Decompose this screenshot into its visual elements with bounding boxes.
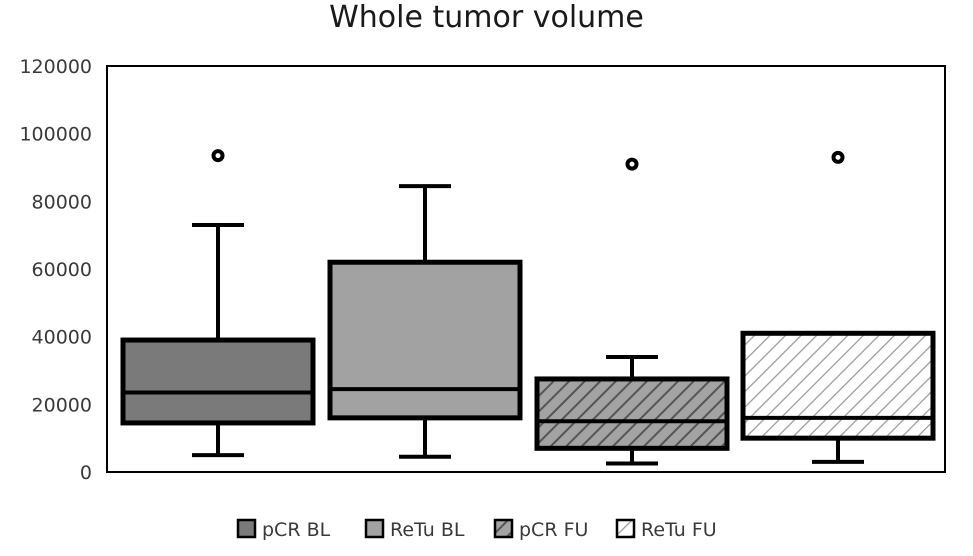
y-tick-label: 60000 xyxy=(32,259,92,281)
legend-label: ReTu BL xyxy=(390,519,465,541)
y-tick-label: 40000 xyxy=(32,327,92,349)
chart-title: Whole tumor volume xyxy=(329,0,644,35)
y-tick-label: 120000 xyxy=(19,56,92,78)
y-tick-label: 80000 xyxy=(32,191,92,213)
box-iqr xyxy=(327,259,523,421)
plot-area-frame xyxy=(106,65,946,473)
y-tick-label: 100000 xyxy=(19,124,92,146)
box-iqr xyxy=(120,337,316,426)
legend-item: pCR FU xyxy=(493,518,588,541)
box-group xyxy=(534,157,730,466)
box-group xyxy=(120,149,316,458)
legend-label: ReTu FU xyxy=(641,519,717,541)
legend-item: pCR BL xyxy=(236,518,331,541)
legend-item: ReTu BL xyxy=(364,518,465,541)
legend-item: ReTu FU xyxy=(615,518,717,541)
box-group xyxy=(327,184,523,459)
legend-swatch xyxy=(615,518,636,539)
outlier-point xyxy=(211,149,225,163)
y-tick-label: 20000 xyxy=(32,394,92,416)
outlier-point xyxy=(831,150,845,164)
legend-swatch xyxy=(236,518,257,539)
legend-label: pCR BL xyxy=(262,519,331,541)
legend-label: pCR FU xyxy=(519,519,588,541)
y-tick-label: 0 xyxy=(80,462,92,484)
box-iqr xyxy=(534,376,730,451)
outlier-point xyxy=(625,157,639,171)
box-group xyxy=(740,150,936,464)
legend-swatch xyxy=(493,518,514,539)
box-iqr xyxy=(740,330,936,441)
legend-swatch xyxy=(364,518,385,539)
